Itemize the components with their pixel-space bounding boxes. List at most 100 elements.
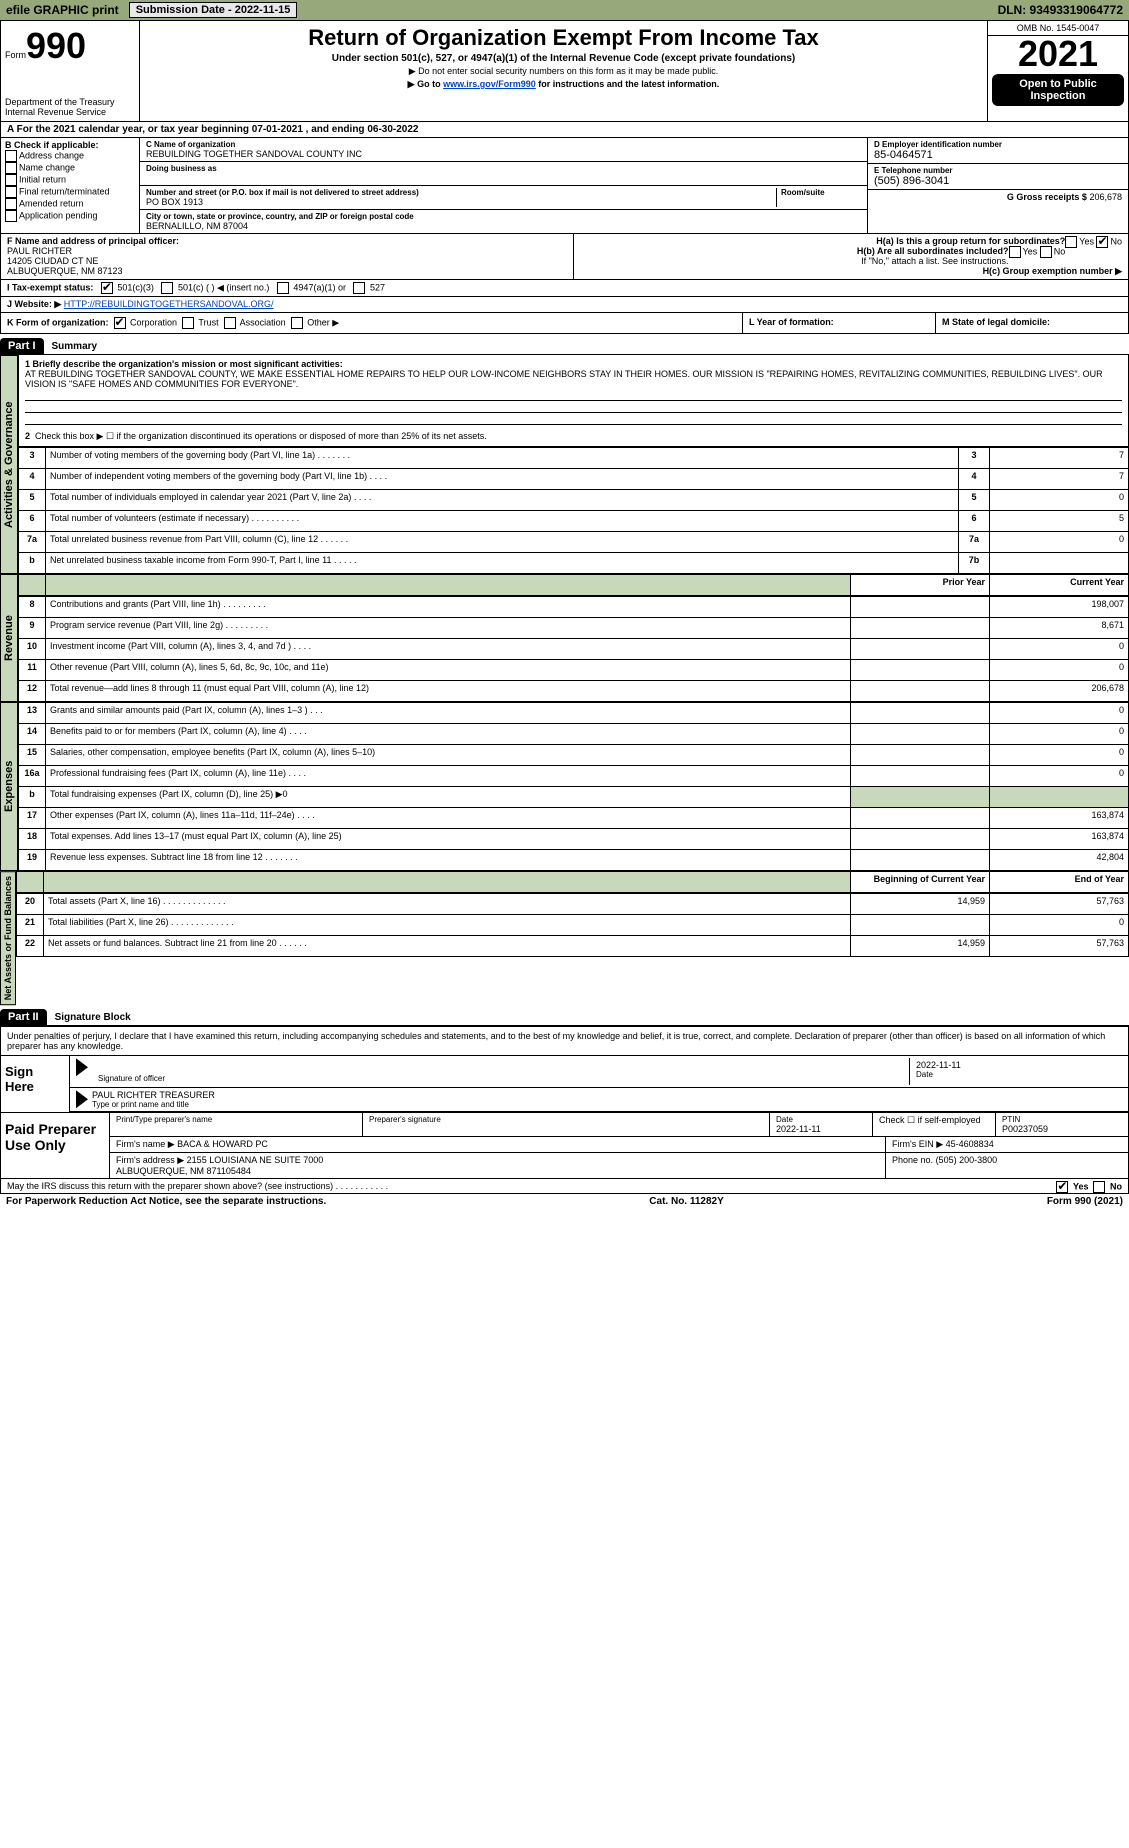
- sig-officer-label: Signature of officer: [98, 1074, 903, 1083]
- side-activities: Activities & Governance: [0, 355, 18, 574]
- discuss-yes: Yes: [1073, 1182, 1089, 1192]
- chk-address-change[interactable]: Address change: [5, 150, 135, 162]
- irs-link[interactable]: www.irs.gov/Form990: [443, 79, 536, 89]
- hdr-beginning: Beginning of Current Year: [851, 872, 990, 893]
- discuss-yes-chk[interactable]: [1056, 1181, 1068, 1193]
- firm-addr-label: Firm's address ▶: [116, 1155, 184, 1165]
- footer-left: For Paperwork Reduction Act Notice, see …: [6, 1196, 326, 1207]
- section-revenue: Revenue Prior Year Current Year 8Contrib…: [0, 574, 1129, 702]
- firm-ein-value: 45-4608834: [946, 1139, 994, 1149]
- opt-trust: Trust: [198, 317, 218, 327]
- website-link[interactable]: HTTP://REBUILDINGTOGETHERSANDOVAL.ORG/: [64, 299, 274, 309]
- chk-amended[interactable]: Amended return: [5, 198, 135, 210]
- block-b-label: B Check if applicable:: [5, 140, 135, 150]
- chk-label-5: Application pending: [19, 210, 98, 220]
- ha-no: No: [1110, 236, 1122, 246]
- arrow-icon: [76, 1090, 88, 1108]
- org-name-label: C Name of organization: [146, 140, 861, 149]
- prep-date-value: 2022-11-11: [776, 1124, 866, 1134]
- officer-addr2: ALBUQUERQUE, NM 87123: [7, 266, 567, 276]
- chk-final-return[interactable]: Final return/terminated: [5, 186, 135, 198]
- ein-value: 85-0464571: [874, 149, 1122, 161]
- dba-label: Doing business as: [146, 164, 861, 173]
- addr-label: Number and street (or P.O. box if mail i…: [146, 188, 776, 197]
- form-prefix: Form: [5, 50, 26, 60]
- summary-mission: 1 Briefly describe the organization's mi…: [18, 355, 1129, 447]
- table-row: 8Contributions and grants (Part VIII, li…: [19, 597, 1129, 618]
- ein-cell: D Employer identification number 85-0464…: [868, 138, 1128, 164]
- header-mid: Return of Organization Exempt From Incom…: [140, 21, 987, 121]
- ha-yes-chk[interactable]: [1065, 236, 1077, 248]
- officer-addr1: 14205 CIUDAD CT NE: [7, 256, 567, 266]
- table-row: 10Investment income (Part VIII, column (…: [19, 639, 1129, 660]
- hdr-end: End of Year: [990, 872, 1129, 893]
- block-d: D Employer identification number 85-0464…: [867, 138, 1128, 233]
- table-bal-header: Beginning of Current Year End of Year: [16, 871, 1129, 893]
- discuss-no-chk[interactable]: [1093, 1181, 1105, 1193]
- city-label: City or town, state or province, country…: [146, 212, 861, 221]
- ha-yes: Yes: [1079, 236, 1094, 246]
- opt-501c3: 501(c)(3): [117, 282, 154, 292]
- ptin-label: PTIN: [1002, 1115, 1122, 1124]
- chk-initial-return[interactable]: Initial return: [5, 174, 135, 186]
- paid-preparer-grid: Paid Preparer Use Only Print/Type prepar…: [1, 1112, 1128, 1178]
- part-1-title: Summary: [52, 341, 98, 354]
- phone-label: Phone no.: [892, 1155, 933, 1165]
- row-k-label: K Form of organization:: [7, 317, 109, 327]
- block-bcd: B Check if applicable: Address change Na…: [0, 138, 1129, 234]
- h-b-row: H(b) Are all subordinates included? Yes …: [580, 246, 1122, 256]
- chk-app-pending[interactable]: Application pending: [5, 210, 135, 222]
- tax-year: 2021: [988, 36, 1128, 72]
- footer-right: Form 990 (2021): [1047, 1196, 1123, 1207]
- table-net: 20Total assets (Part X, line 16) . . . .…: [16, 893, 1129, 957]
- hb-no: No: [1054, 246, 1066, 256]
- page-footer: For Paperwork Reduction Act Notice, see …: [0, 1194, 1129, 1209]
- table-expenses: 13Grants and similar amounts paid (Part …: [18, 702, 1129, 871]
- chk-other[interactable]: [291, 317, 303, 329]
- prep-date-label: Date: [776, 1115, 866, 1124]
- table-row: 22Net assets or fund balances. Subtract …: [17, 936, 1129, 957]
- form-title: Return of Organization Exempt From Incom…: [146, 25, 981, 51]
- table-row: 9Program service revenue (Part VIII, lin…: [19, 618, 1129, 639]
- chk-527[interactable]: [353, 282, 365, 294]
- discuss-no: No: [1110, 1182, 1122, 1192]
- form-990-number: 990: [26, 25, 86, 66]
- firm-name-label: Firm's name ▶: [116, 1139, 175, 1149]
- self-emp-label: Check ☐ if self-employed: [873, 1113, 996, 1136]
- officer-name: PAUL RICHTER: [7, 246, 567, 256]
- row-l: L Year of formation:: [742, 313, 935, 333]
- chk-assoc[interactable]: [224, 317, 236, 329]
- q1-label: 1 Briefly describe the organization's mi…: [25, 359, 1122, 369]
- chk-corp[interactable]: [114, 317, 126, 329]
- section-expenses: Expenses 13Grants and similar amounts pa…: [0, 702, 1129, 871]
- chk-trust[interactable]: [182, 317, 194, 329]
- part-2-title: Signature Block: [55, 1012, 131, 1025]
- tel-value: (505) 896-3041: [874, 175, 1122, 187]
- submission-date-box: Submission Date - 2022-11-15: [129, 2, 298, 18]
- form-subtitle: Under section 501(c), 527, or 4947(a)(1)…: [146, 53, 981, 64]
- part-2-badge: Part II: [0, 1009, 47, 1025]
- sig-officer-row: Signature of officer 2022-11-11 Date: [70, 1056, 1128, 1088]
- side-expenses: Expenses: [0, 702, 18, 871]
- row-k: K Form of organization: Corporation Trus…: [1, 313, 742, 333]
- h-a-row: H(a) Is this a group return for subordin…: [580, 236, 1122, 246]
- org-name-cell: C Name of organization REBUILDING TOGETH…: [140, 138, 867, 162]
- hdr-current-year: Current Year: [990, 575, 1129, 596]
- chk-label-1: Name change: [19, 162, 75, 172]
- chk-name-change[interactable]: Name change: [5, 162, 135, 174]
- hb-no-chk[interactable]: [1040, 246, 1052, 258]
- chk-4947[interactable]: [277, 282, 289, 294]
- table-row: 16aProfessional fundraising fees (Part I…: [19, 766, 1129, 787]
- form-number: Form990: [5, 25, 135, 67]
- ha-no-chk[interactable]: [1096, 236, 1108, 248]
- block-h: H(a) Is this a group return for subordin…: [574, 234, 1128, 279]
- chk-label-2: Initial return: [19, 174, 66, 184]
- dept-label: Department of the Treasury Internal Reve…: [5, 97, 135, 117]
- table-row: 11Other revenue (Part VIII, column (A), …: [19, 660, 1129, 681]
- chk-501c[interactable]: [161, 282, 173, 294]
- chk-501c3[interactable]: [101, 282, 113, 294]
- hb-yes: Yes: [1023, 246, 1038, 256]
- hb-yes-chk[interactable]: [1009, 246, 1021, 258]
- q1-text: AT REBUILDING TOGETHER SANDOVAL COUNTY, …: [25, 369, 1122, 389]
- sign-here-grid: Sign Here Signature of officer 2022-11-1…: [1, 1056, 1128, 1112]
